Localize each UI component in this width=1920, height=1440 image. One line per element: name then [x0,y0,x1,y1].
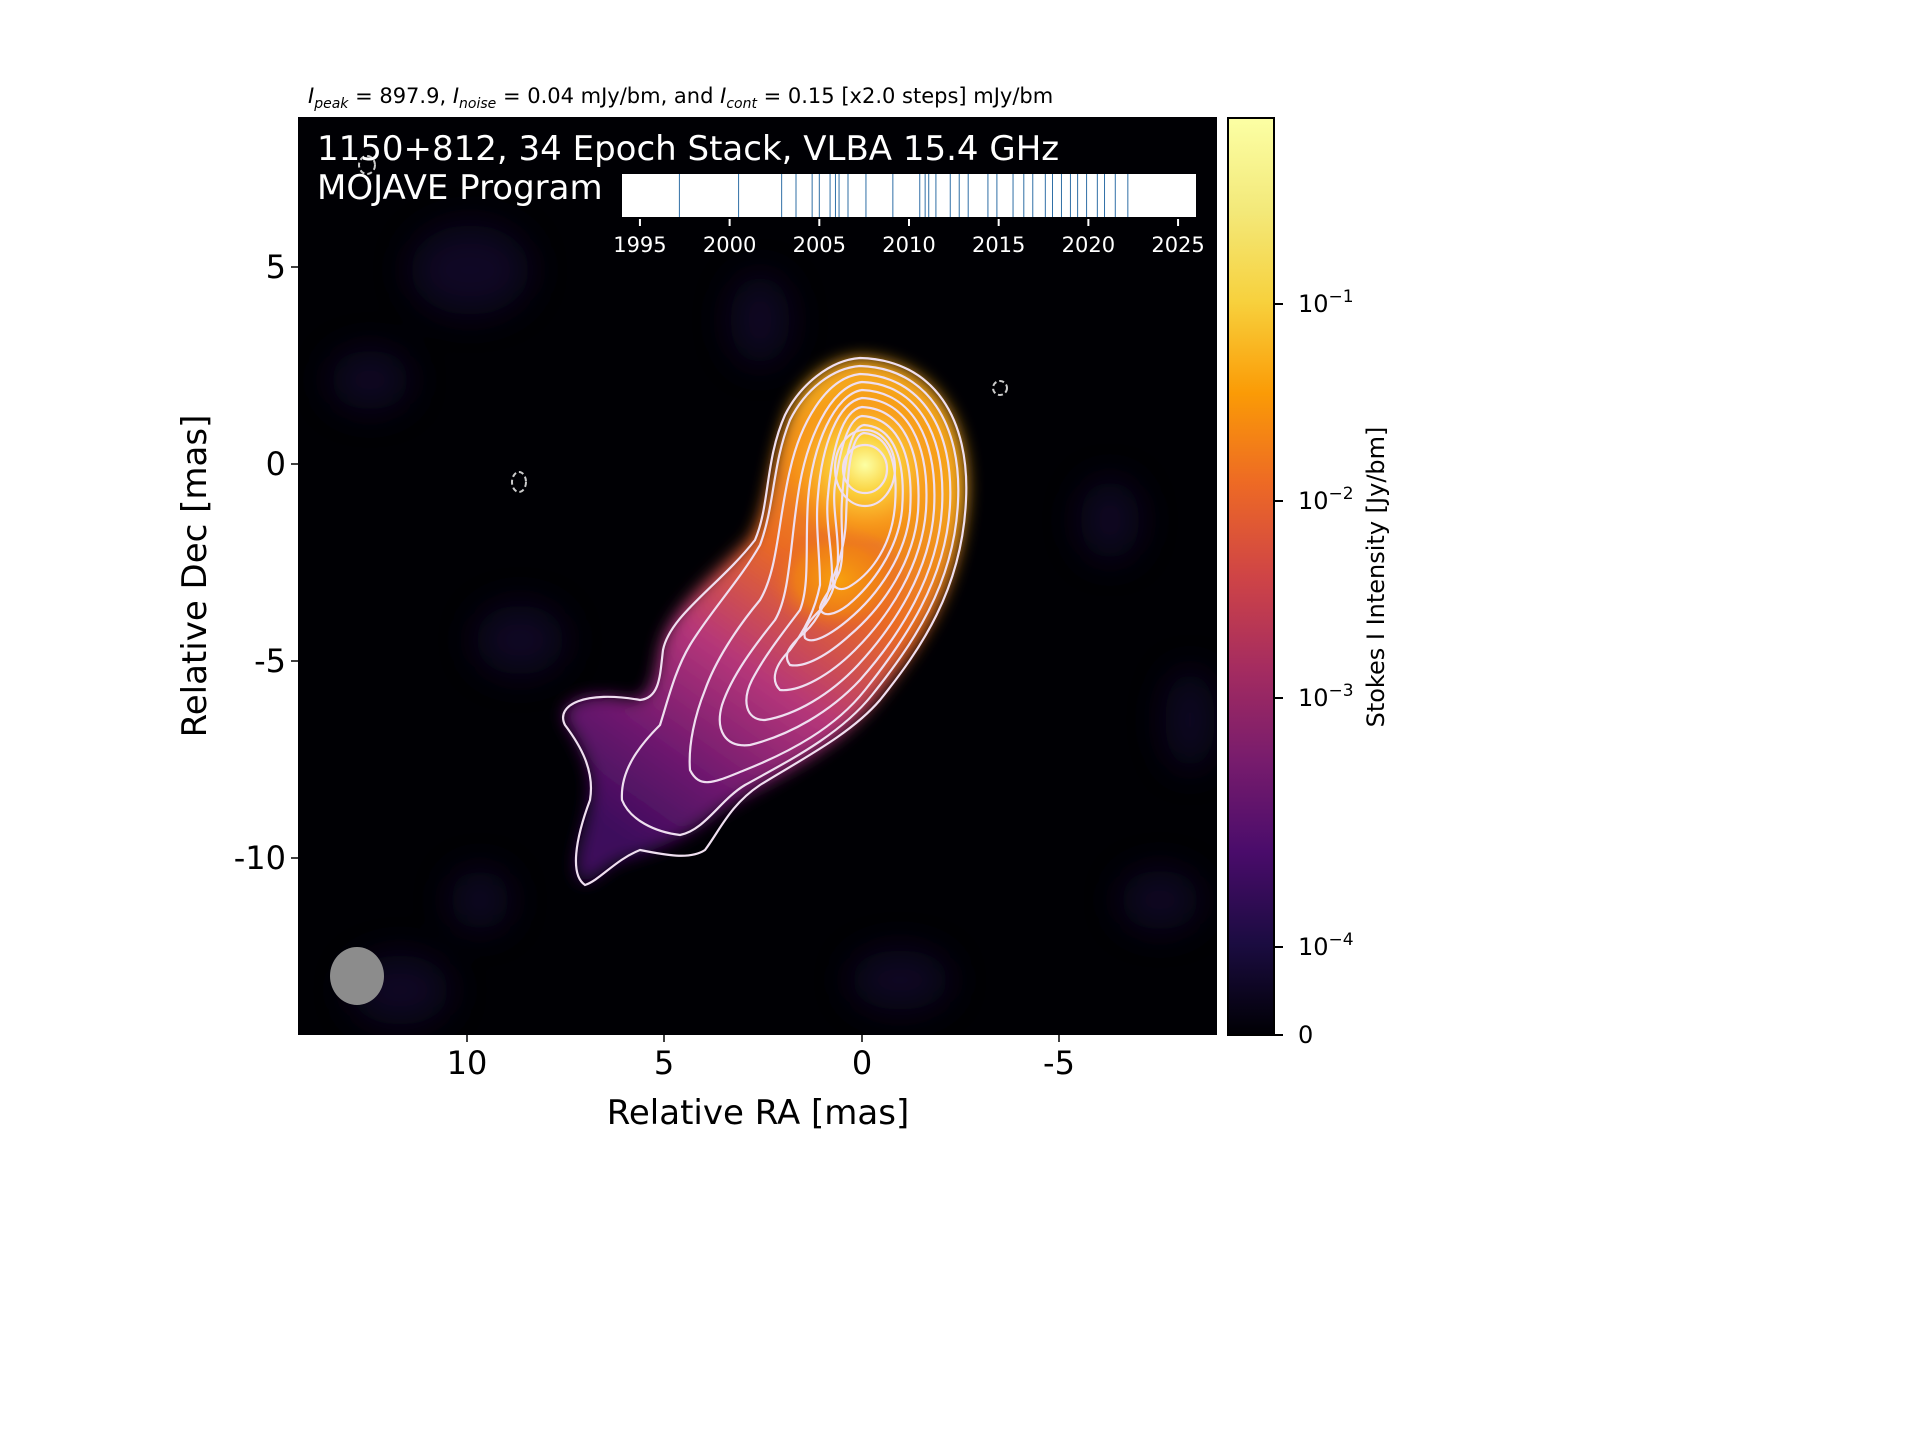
epoch-lines [678,174,1129,217]
colorbar-tick-label: 10−2 [1298,484,1354,515]
jet-emission [564,358,967,881]
timeline-tick-label: 1995 [613,233,666,257]
colorbar-tick-labels: 10−1 10−2 10−3 10−4 0 [1298,287,1354,1049]
y-axis-label: Relative Dec [mas] [175,415,215,738]
negative-contour [992,380,1008,396]
beam-ellipse [330,947,384,1005]
timeline-tick-label: 2020 [1062,233,1115,257]
y-tick-label: -10 [234,839,286,877]
colorbar: 10−1 10−2 10−3 10−4 0 Stokes I Intensity… [1227,117,1390,1049]
colorbar-tick-label: 0 [1298,1021,1313,1049]
colorbar-label: Stokes I Intensity [Jy/bm] [1362,427,1390,728]
map-title: 1150+812, 34 Epoch Stack, VLBA 15.4 GHz [317,129,1059,169]
colorbar-gradient [1227,117,1275,1036]
colorbar-tick-label: 10−4 [1298,930,1354,961]
y-tick-labels: 5 0 -5 -10 [234,248,286,877]
x-tick-label: 10 [447,1044,488,1082]
negative-contours [358,155,1008,493]
timeline-tick-label: 2000 [703,233,756,257]
colorbar-ticks [1274,303,1283,1036]
y-tick-label: -5 [254,642,286,680]
negative-contour [511,471,527,493]
epoch-timeline: 1995 2000 2005 2010 2015 2020 2025 [613,174,1205,257]
x-tick-label: 5 [654,1044,674,1082]
x-tick-label: 0 [852,1044,872,1082]
x-tick-labels: 10 5 0 -5 [447,1044,1075,1082]
y-tick-label: 0 [266,445,286,483]
timeline-tick-label: 2005 [793,233,846,257]
header-stats: Ipeak = 897.9, Inoise = 0.04 mJy/bm, and… [308,84,1053,112]
colorbar-tick-label: 10−1 [1298,287,1354,318]
timeline-tick-label: 2025 [1151,233,1204,257]
timeline-tick-label: 2010 [882,233,935,257]
timeline-tick-label: 2015 [972,233,1025,257]
x-axis-label: Relative RA [mas] [607,1093,909,1133]
timeline-ticks: 1995 2000 2005 2010 2015 2020 2025 [613,219,1205,257]
map-ticks [291,266,1060,1042]
intensity-map: 1150+812, 34 Epoch Stack, VLBA 15.4 GHz … [291,117,1217,1042]
negative-contour [358,155,376,175]
x-tick-label: -5 [1043,1044,1075,1082]
timeline-box [622,174,1196,217]
colorbar-tick-label: 10−3 [1298,681,1354,712]
y-tick-label: 5 [266,248,286,286]
map-subtitle: MOJAVE Program [317,168,603,208]
contour-lines [562,356,968,887]
